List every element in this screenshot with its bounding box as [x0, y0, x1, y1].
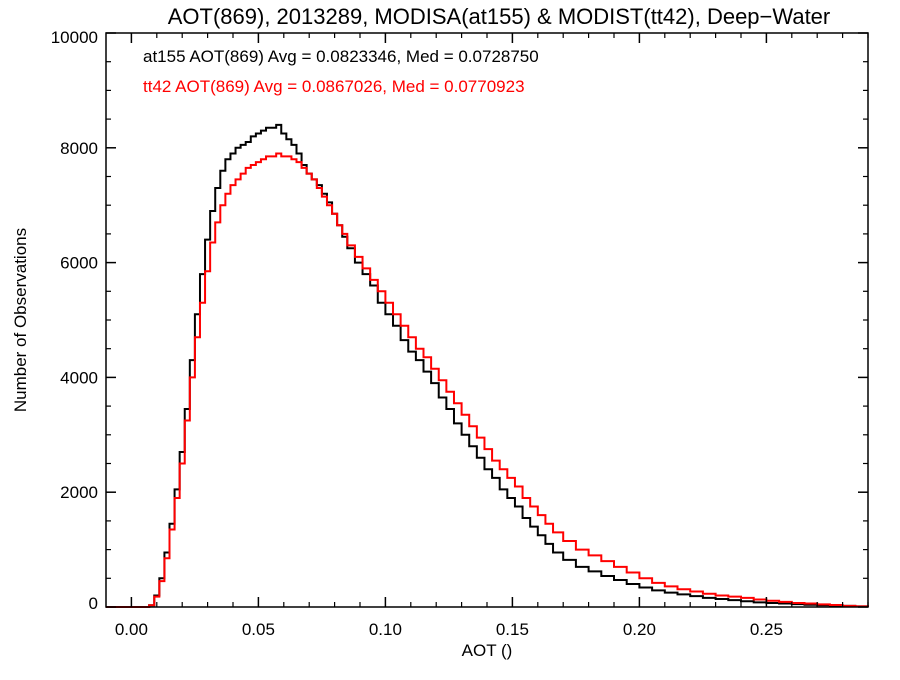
axis-layer: 0.00 0.05 0.10 0.15 0.20 0.25 0 2000 4000 6000 800… — [51, 28, 869, 639]
annotation-at155: at155 AOT(869) Avg = 0.0823346, Med = 0.… — [143, 47, 539, 66]
annotation-tt42: tt42 AOT(869) Avg = 0.0867026, Med = 0.0… — [143, 77, 525, 96]
y-tick-label-1: 2000 — [60, 483, 98, 502]
series-line-tt42 — [106, 152, 869, 608]
x-tick-label-0: 0.00 — [115, 620, 148, 639]
x-tick-label-5: 0.25 — [750, 620, 783, 639]
plot-frame — [105, 32, 869, 608]
plot-layer — [106, 123, 869, 608]
y-tick-label-3: 6000 — [60, 254, 98, 273]
x-tick-label-2: 0.10 — [369, 620, 402, 639]
x-tick-label-4: 0.20 — [623, 620, 656, 639]
series-line-at155 — [106, 123, 869, 608]
chart-title: AOT(869), 2013289, MODISA(at155) & MODIS… — [168, 4, 831, 29]
y-tick-label-2: 4000 — [60, 368, 98, 387]
y-tick-label-0: 0 — [89, 594, 98, 613]
y-axis-label: Number of Observations — [11, 228, 30, 412]
x-axis-label: AOT () — [462, 641, 513, 660]
x-tick-label-3: 0.15 — [496, 620, 529, 639]
y-tick-label-4: 8000 — [60, 139, 98, 158]
y-tick-label-5: 10000 — [51, 28, 98, 47]
x-tick-label-1: 0.05 — [242, 620, 275, 639]
